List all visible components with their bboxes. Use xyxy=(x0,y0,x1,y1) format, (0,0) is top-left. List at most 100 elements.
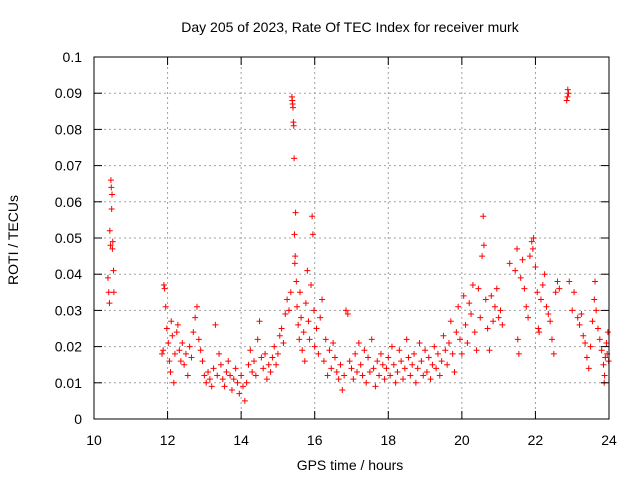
data-point xyxy=(598,347,605,354)
x-tick-label: 10 xyxy=(86,432,102,448)
data-point xyxy=(383,365,390,372)
data-point xyxy=(543,303,550,310)
data-point xyxy=(471,329,478,336)
data-point xyxy=(436,372,443,379)
data-point xyxy=(267,368,274,375)
data-point xyxy=(190,329,197,336)
data-point xyxy=(484,325,491,332)
data-point xyxy=(165,339,172,346)
data-point xyxy=(106,227,113,234)
data-point xyxy=(315,350,322,357)
data-point xyxy=(265,361,272,368)
data-point xyxy=(249,368,256,375)
data-point xyxy=(245,361,252,368)
data-point xyxy=(205,368,212,375)
data-point xyxy=(414,365,421,372)
data-point xyxy=(216,350,223,357)
data-point xyxy=(583,354,590,361)
data-point xyxy=(429,361,436,368)
data-point xyxy=(462,321,469,328)
data-point xyxy=(535,325,542,332)
data-point xyxy=(278,325,285,332)
data-point xyxy=(291,260,298,267)
data-point xyxy=(563,97,570,104)
data-point xyxy=(440,332,447,339)
data-point xyxy=(109,245,116,252)
data-point xyxy=(571,289,578,296)
data-point xyxy=(534,289,541,296)
data-point xyxy=(300,329,307,336)
data-point xyxy=(405,354,412,361)
data-point xyxy=(455,303,462,310)
data-point xyxy=(296,336,303,343)
data-point xyxy=(593,307,600,314)
data-point xyxy=(515,350,522,357)
x-tick-label: 20 xyxy=(454,432,470,448)
data-point xyxy=(251,358,258,365)
data-point xyxy=(523,303,530,310)
data-point xyxy=(206,376,213,383)
data-point xyxy=(564,93,571,100)
data-point xyxy=(228,387,235,394)
data-point xyxy=(322,336,329,343)
data-point xyxy=(335,376,342,383)
data-point xyxy=(308,282,315,289)
data-point xyxy=(109,238,116,245)
data-point xyxy=(499,321,506,328)
y-tick-label: 0.1 xyxy=(63,49,83,65)
data-point xyxy=(328,365,335,372)
data-point xyxy=(473,347,480,354)
data-point xyxy=(387,372,394,379)
data-point xyxy=(110,267,117,274)
data-point xyxy=(541,271,548,278)
data-point xyxy=(167,368,174,375)
data-point xyxy=(596,336,603,343)
data-point xyxy=(390,361,397,368)
data-point xyxy=(108,184,115,191)
data-point xyxy=(525,314,532,321)
data-point xyxy=(295,321,302,328)
data-point xyxy=(301,358,308,365)
data-point xyxy=(451,368,458,375)
data-point xyxy=(337,361,344,368)
data-point xyxy=(203,379,210,386)
data-point xyxy=(184,372,191,379)
data-point xyxy=(400,376,406,383)
data-point xyxy=(592,278,599,285)
data-point xyxy=(603,339,610,346)
data-point xyxy=(107,177,114,184)
data-point xyxy=(480,242,487,249)
y-tick-label: 0.08 xyxy=(55,121,82,137)
data-point xyxy=(354,368,361,375)
data-point xyxy=(587,343,594,350)
data-point xyxy=(330,339,337,346)
data-point xyxy=(493,285,500,292)
data-point xyxy=(170,379,177,386)
data-point xyxy=(169,332,176,339)
data-point xyxy=(565,90,572,97)
data-point xyxy=(423,368,430,375)
data-point xyxy=(192,314,199,321)
data-points xyxy=(104,86,612,404)
data-point xyxy=(317,314,324,321)
data-point xyxy=(105,289,112,296)
data-point xyxy=(495,314,502,321)
data-point xyxy=(552,289,559,296)
data-point xyxy=(161,285,168,292)
data-point xyxy=(108,206,115,213)
data-point xyxy=(194,303,200,310)
data-point xyxy=(339,387,346,394)
data-point xyxy=(333,368,340,375)
data-point xyxy=(363,379,370,386)
data-point xyxy=(284,296,291,303)
data-point xyxy=(221,383,228,390)
data-point xyxy=(403,336,410,343)
y-tick-label: 0.04 xyxy=(55,266,82,282)
data-point xyxy=(107,242,114,249)
data-point xyxy=(411,350,418,357)
data-point xyxy=(310,307,317,314)
data-point xyxy=(434,350,441,357)
data-point xyxy=(530,235,537,241)
data-point xyxy=(177,358,184,365)
data-point xyxy=(223,368,230,375)
